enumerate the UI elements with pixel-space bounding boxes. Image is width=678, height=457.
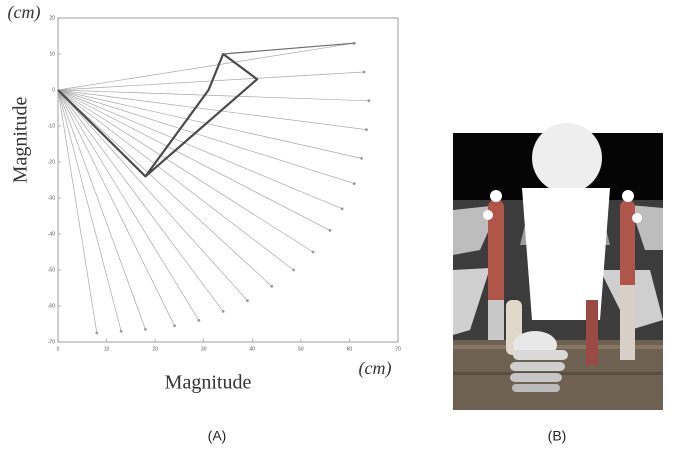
arc-point [329, 229, 332, 232]
arc-point [270, 285, 273, 288]
x-tick-label: 30 [201, 346, 207, 352]
y-tick-label: -60 [48, 303, 55, 309]
y-tick-label: -30 [48, 195, 55, 201]
arc-point [367, 99, 370, 102]
fan-line [58, 90, 272, 286]
x-tick-label: 70 [395, 346, 401, 352]
fan-line [58, 90, 313, 252]
arc-point [120, 330, 123, 333]
y-tick-label: -10 [48, 123, 55, 129]
fan-line [58, 90, 366, 130]
plot-frame [58, 18, 398, 342]
x-tick-label: 20 [152, 346, 158, 352]
arc-point [197, 319, 200, 322]
arm-line [58, 54, 257, 176]
fan-line [58, 90, 369, 101]
y-axis-label: Magnitude [10, 97, 32, 184]
arc-point [365, 128, 368, 131]
arc-point [360, 157, 363, 160]
figure: 0 10 20 30 40 50 60 70 -70 -60 -50 -40 -30 -20 -10 0 10 2… [0, 0, 678, 452]
y-tick-label: 0 [52, 87, 55, 93]
y-unit: (cm) [8, 2, 41, 23]
arc-point [95, 332, 98, 335]
arc-point [363, 71, 366, 74]
y-tick-label: -50 [48, 267, 55, 273]
y-tick-label: 10 [49, 51, 55, 57]
arc-point [246, 299, 249, 302]
fan-line [58, 43, 354, 90]
x-tick-label: 10 [104, 346, 110, 352]
fan-line [58, 90, 175, 326]
caption: (A) [208, 428, 227, 444]
x-tick-label: 50 [298, 346, 304, 352]
arc-point [144, 328, 147, 331]
fan-line [58, 90, 342, 209]
fan-line [58, 90, 145, 329]
y-tick-label: 20 [49, 15, 55, 21]
render-image [453, 123, 663, 410]
y-tick-label: -70 [48, 339, 55, 345]
arc-point [222, 310, 225, 313]
fan-line [58, 72, 364, 90]
fan-line [58, 90, 354, 184]
x-axis-label: Magnitude [165, 372, 252, 394]
x-tick-label: 40 [250, 346, 256, 352]
fan-line [58, 90, 223, 311]
x-tick-label: 0 [57, 346, 60, 352]
x-tick-label: 60 [347, 346, 353, 352]
arc-point [292, 269, 295, 272]
y-tick-label: -20 [48, 159, 55, 165]
caption: (B) [548, 428, 567, 444]
plot-area: 0 10 20 30 40 50 60 70 -70 -60 -50 -40 -30 -20 -10 0 10 2… [48, 15, 401, 352]
fan-line [58, 90, 294, 270]
fan-line [58, 90, 362, 158]
arc-point [341, 207, 344, 210]
y-tick-label: -40 [48, 231, 55, 237]
arc-point [173, 324, 176, 327]
arm-line [223, 43, 354, 54]
arc-point [312, 251, 315, 254]
fan-line [58, 90, 121, 331]
arc-point [353, 182, 356, 185]
fan-line [58, 90, 199, 320]
x-unit: (cm) [359, 358, 392, 379]
